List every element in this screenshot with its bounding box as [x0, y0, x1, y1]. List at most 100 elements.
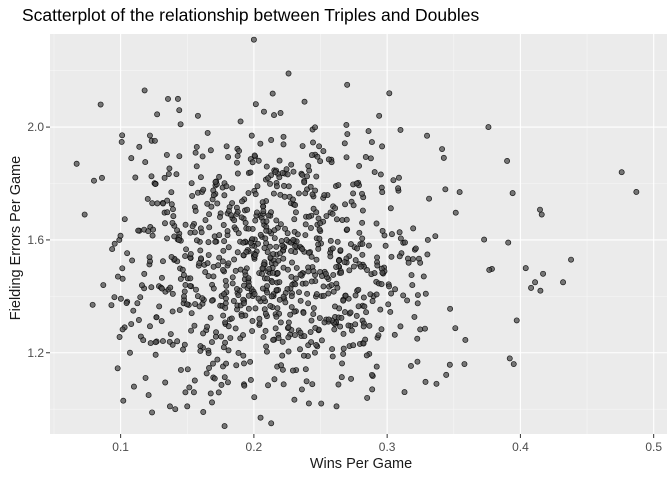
data-point	[153, 314, 160, 321]
data-point	[219, 258, 226, 265]
data-point	[237, 118, 244, 125]
data-point	[446, 361, 453, 368]
data-point	[374, 254, 381, 261]
data-point	[262, 310, 269, 317]
data-point	[350, 342, 357, 349]
data-point	[223, 143, 230, 150]
data-point	[184, 301, 191, 308]
y-tick-label: 1.2	[27, 346, 44, 360]
data-point	[305, 249, 312, 256]
data-point	[292, 332, 298, 339]
data-point	[119, 275, 126, 282]
data-point	[333, 264, 340, 270]
data-point	[330, 271, 337, 278]
data-point	[197, 343, 204, 350]
data-point	[208, 203, 215, 210]
data-point	[210, 285, 217, 292]
data-point	[223, 282, 230, 289]
data-point	[329, 210, 336, 217]
data-point	[374, 262, 381, 269]
data-point	[121, 216, 128, 223]
data-point	[152, 351, 159, 358]
data-point	[408, 362, 414, 369]
data-point	[310, 311, 317, 318]
data-point	[81, 211, 88, 218]
data-point	[134, 300, 141, 307]
data-point	[188, 310, 195, 317]
grid-minor-lines	[50, 34, 667, 434]
data-point	[388, 290, 395, 297]
data-point	[316, 235, 323, 242]
data-point	[240, 332, 246, 339]
data-point	[368, 139, 375, 146]
data-point	[147, 340, 154, 347]
data-point	[116, 334, 123, 340]
data-point	[221, 374, 228, 381]
data-point	[181, 341, 188, 348]
data-point	[197, 247, 204, 254]
data-point	[537, 287, 544, 294]
data-point	[194, 112, 201, 119]
data-point	[312, 124, 318, 131]
data-point	[285, 183, 292, 190]
data-point	[340, 350, 347, 357]
data-point	[505, 239, 512, 246]
data-point	[274, 305, 281, 312]
data-point	[424, 251, 431, 258]
data-point	[397, 126, 404, 133]
y-axis-title: Fielding Errors Per Game	[8, 155, 24, 321]
data-point	[486, 267, 493, 273]
data-point	[414, 335, 421, 342]
data-point	[231, 256, 238, 263]
data-point	[397, 235, 404, 242]
data-point	[379, 143, 386, 150]
data-point	[165, 95, 171, 102]
data-point	[176, 107, 183, 114]
data-point	[241, 382, 248, 389]
data-point	[363, 309, 370, 316]
data-point	[387, 205, 394, 212]
data-point	[117, 232, 124, 239]
data-point	[165, 171, 172, 177]
data-point	[378, 281, 385, 288]
data-point	[243, 249, 250, 255]
data-point	[202, 217, 209, 224]
data-point	[209, 399, 215, 406]
data-point	[341, 259, 348, 266]
data-point	[184, 366, 191, 373]
data-point	[142, 374, 149, 381]
data-point	[297, 346, 303, 353]
data-point	[152, 339, 159, 346]
data-point	[188, 180, 195, 187]
data-point	[239, 198, 245, 205]
data-point	[411, 313, 418, 320]
data-point	[200, 409, 207, 415]
data-point	[408, 272, 415, 279]
data-point	[282, 299, 289, 306]
data-point	[426, 195, 433, 202]
data-point	[260, 295, 267, 302]
data-point	[252, 251, 259, 258]
data-point	[359, 207, 366, 214]
data-point	[145, 392, 152, 399]
data-point	[205, 239, 212, 246]
data-point	[560, 279, 567, 286]
data-point	[343, 154, 350, 161]
data-point	[396, 253, 403, 260]
data-point	[385, 301, 392, 308]
data-point	[316, 143, 323, 150]
data-point	[176, 307, 183, 314]
data-point	[210, 263, 217, 270]
data-point	[235, 230, 242, 237]
data-point	[162, 379, 169, 386]
data-point	[221, 192, 228, 199]
data-point	[128, 155, 135, 162]
data-point	[244, 206, 251, 213]
data-point	[277, 221, 284, 228]
data-point	[308, 339, 315, 345]
data-point	[320, 283, 327, 290]
data-point	[204, 260, 211, 267]
data-point	[310, 205, 317, 212]
data-point	[299, 143, 306, 150]
data-point	[220, 247, 227, 254]
